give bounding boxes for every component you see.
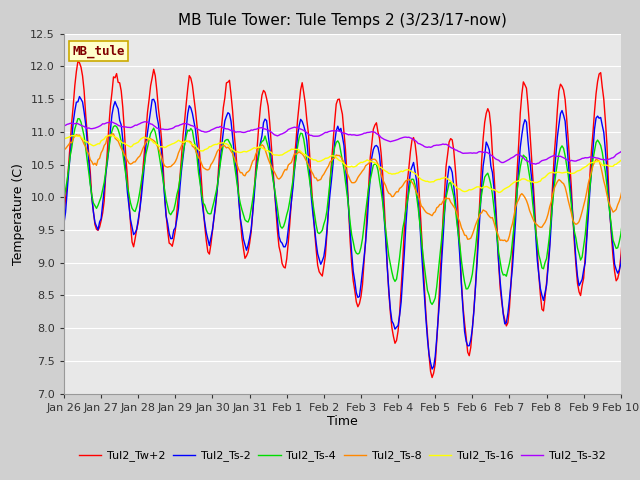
Tul2_Ts-8 <box>484 212 492 217</box>
Tul2_Tw+2 <box>428 374 436 380</box>
Tul2_Ts-16 <box>80 138 88 144</box>
Tul2_Tw+2 <box>366 155 374 160</box>
Tul2_Ts-32 <box>573 157 581 163</box>
Tul2_Ts-16 <box>484 184 492 190</box>
Tul2_Ts-2 <box>428 366 436 372</box>
Text: MB_tule: MB_tule <box>72 44 125 58</box>
Tul2_Ts-16 <box>573 168 581 174</box>
Tul2_Ts-2 <box>60 220 68 226</box>
Tul2_Ts-4 <box>74 116 82 121</box>
Tul2_Ts-32 <box>141 119 148 125</box>
Tul2_Ts-2 <box>486 147 493 153</box>
Tul2_Tw+2 <box>486 110 493 116</box>
Line: Tul2_Tw+2: Tul2_Tw+2 <box>64 61 640 377</box>
Tul2_Ts-32 <box>80 123 88 129</box>
Tul2_Ts-4 <box>366 177 374 183</box>
Tul2_Ts-32 <box>366 129 374 135</box>
Tul2_Ts-2 <box>82 121 90 127</box>
Line: Tul2_Ts-32: Tul2_Ts-32 <box>64 122 640 164</box>
Tul2_Ts-8 <box>99 147 106 153</box>
Legend: Tul2_Tw+2, Tul2_Ts-2, Tul2_Ts-4, Tul2_Ts-8, Tul2_Ts-16, Tul2_Ts-32: Tul2_Tw+2, Tul2_Ts-2, Tul2_Ts-4, Tul2_Ts… <box>75 446 610 466</box>
Tul2_Ts-2 <box>100 186 108 192</box>
Tul2_Ts-4 <box>486 175 493 181</box>
Tul2_Ts-2 <box>76 94 83 99</box>
Y-axis label: Temperature (C): Temperature (C) <box>12 163 25 264</box>
X-axis label: Time: Time <box>327 415 358 429</box>
Tul2_Tw+2 <box>74 59 82 64</box>
Tul2_Ts-32 <box>484 150 492 156</box>
Tul2_Ts-2 <box>366 174 374 180</box>
Line: Tul2_Ts-16: Tul2_Ts-16 <box>64 135 640 192</box>
Tul2_Ts-8 <box>502 239 510 244</box>
Tul2_Ts-32 <box>532 161 540 167</box>
Tul2_Ts-32 <box>99 121 106 127</box>
Tul2_Ts-4 <box>60 195 68 201</box>
Tul2_Ts-8 <box>366 158 374 164</box>
Tul2_Ts-8 <box>80 141 88 147</box>
Tul2_Ts-8 <box>109 131 117 137</box>
Tul2_Ts-4 <box>82 145 90 151</box>
Tul2_Ts-4 <box>428 301 436 307</box>
Tul2_Ts-4 <box>100 180 108 185</box>
Tul2_Tw+2 <box>60 210 68 216</box>
Tul2_Ts-16 <box>495 190 502 195</box>
Tul2_Tw+2 <box>573 280 581 286</box>
Line: Tul2_Ts-8: Tul2_Ts-8 <box>64 134 640 241</box>
Tul2_Ts-16 <box>60 136 68 142</box>
Tul2_Ts-8 <box>60 147 68 153</box>
Title: MB Tule Tower: Tule Temps 2 (3/23/17-now): MB Tule Tower: Tule Temps 2 (3/23/17-now… <box>178 13 507 28</box>
Tul2_Ts-2 <box>573 273 581 279</box>
Tul2_Ts-8 <box>573 221 581 227</box>
Tul2_Ts-16 <box>99 137 106 143</box>
Tul2_Ts-32 <box>60 123 68 129</box>
Tul2_Tw+2 <box>82 111 90 117</box>
Line: Tul2_Ts-2: Tul2_Ts-2 <box>64 96 640 369</box>
Tul2_Ts-16 <box>106 132 115 138</box>
Tul2_Ts-4 <box>573 245 581 251</box>
Tul2_Tw+2 <box>100 198 108 204</box>
Tul2_Ts-16 <box>366 158 374 164</box>
Line: Tul2_Ts-4: Tul2_Ts-4 <box>64 119 640 304</box>
